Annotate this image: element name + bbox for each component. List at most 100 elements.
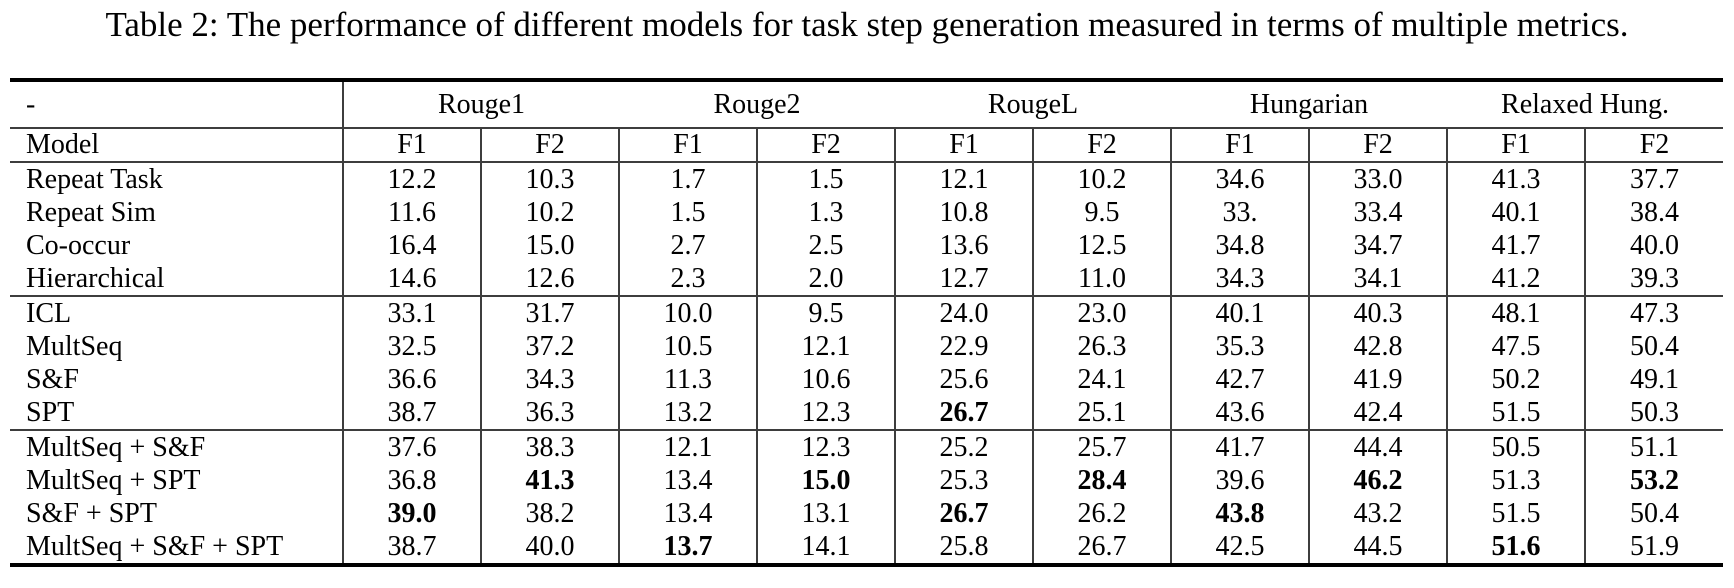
value-cell: 15.0 xyxy=(756,464,895,497)
value-cell: 12.1 xyxy=(618,429,757,464)
value-cell: 33. xyxy=(1170,196,1309,229)
value-cell: 13.6 xyxy=(894,229,1033,262)
value-cell: 39.3 xyxy=(1584,262,1723,296)
table-row: SPT 38.7 36.3 13.2 12.3 26.7 25.1 43.6 42.4 51.5 5… xyxy=(10,396,1723,430)
value-cell: 23.0 xyxy=(1032,295,1171,330)
value-cell: 38.4 xyxy=(1584,196,1723,229)
subheader-row: Model F1 F2 F1 F2 F1 F2 F1 F2 F1 F2 xyxy=(10,128,1723,163)
value-cell: 25.7 xyxy=(1032,429,1171,464)
value-cell: 39.0 xyxy=(342,497,481,530)
value-cell: 9.5 xyxy=(1032,196,1171,229)
value-cell: 35.3 xyxy=(1170,330,1309,363)
value-cell: 26.7 xyxy=(894,497,1033,530)
value-cell: 53.2 xyxy=(1584,464,1723,497)
value-cell: 26.2 xyxy=(1032,497,1171,530)
model-cell: S&F xyxy=(10,363,344,396)
value-cell: 51.1 xyxy=(1584,429,1723,464)
value-cell: 26.7 xyxy=(1032,530,1171,565)
value-cell: 44.4 xyxy=(1308,429,1447,464)
value-cell: 42.4 xyxy=(1308,396,1447,430)
value-cell: 12.3 xyxy=(756,429,895,464)
value-cell: 51.6 xyxy=(1446,530,1585,565)
table-row: MultSeq + S&F 37.6 38.3 12.1 12.3 25.2 25.7 41.… xyxy=(10,429,1723,464)
subheader-cell: F2 xyxy=(1308,128,1447,163)
value-cell: 50.5 xyxy=(1446,429,1585,464)
value-cell: 12.7 xyxy=(894,262,1033,296)
model-cell: MultSeq + S&F xyxy=(10,429,344,464)
value-cell: 26.3 xyxy=(1032,330,1171,363)
value-cell: 37.6 xyxy=(342,429,481,464)
model-cell: ICL xyxy=(10,295,344,330)
value-cell: 41.2 xyxy=(1446,262,1585,296)
table-row: Co-occur 16.4 15.0 2.7 2.5 13.6 12.5 34.8 34.7 41… xyxy=(10,229,1723,262)
value-cell: 51.9 xyxy=(1584,530,1723,565)
value-cell: 47.5 xyxy=(1446,330,1585,363)
value-cell: 50.4 xyxy=(1584,330,1723,363)
value-cell: 34.7 xyxy=(1308,229,1447,262)
table-row: S&F + SPT 39.0 38.2 13.4 13.1 26.7 26.2 43.8 43.… xyxy=(10,497,1723,530)
value-cell: 25.6 xyxy=(894,363,1033,396)
subheader-cell: F2 xyxy=(1584,128,1723,163)
value-cell: 16.4 xyxy=(342,229,481,262)
value-cell: 14.1 xyxy=(756,530,895,565)
corner-cell: - xyxy=(10,80,344,129)
model-cell: SPT xyxy=(10,396,344,430)
value-cell: 50.4 xyxy=(1584,497,1723,530)
value-cell: 1.3 xyxy=(756,196,895,229)
subheader-cell: F2 xyxy=(480,128,619,163)
table-row: S&F 36.6 34.3 11.3 10.6 25.6 24.1 42.7 41.9 50.2 4… xyxy=(10,363,1723,396)
value-cell: 10.2 xyxy=(1032,162,1171,196)
value-cell: 43.2 xyxy=(1308,497,1447,530)
subheader-cell: F1 xyxy=(618,128,757,163)
model-cell: Hierarchical xyxy=(10,262,344,296)
value-cell: 46.2 xyxy=(1308,464,1447,497)
value-cell: 33.1 xyxy=(342,295,481,330)
value-cell: 26.7 xyxy=(894,396,1033,430)
value-cell: 49.1 xyxy=(1584,363,1723,396)
value-cell: 34.3 xyxy=(480,363,619,396)
value-cell: 50.2 xyxy=(1446,363,1585,396)
value-cell: 34.1 xyxy=(1308,262,1447,296)
value-cell: 32.5 xyxy=(342,330,481,363)
value-cell: 36.8 xyxy=(342,464,481,497)
value-cell: 10.6 xyxy=(756,363,895,396)
value-cell: 1.7 xyxy=(618,162,757,196)
model-cell: MultSeq xyxy=(10,330,344,363)
model-column-header: Model xyxy=(10,128,344,163)
subheader-cell: F2 xyxy=(756,128,895,163)
value-cell: 39.6 xyxy=(1170,464,1309,497)
value-cell: 28.4 xyxy=(1032,464,1171,497)
model-cell: MultSeq + S&F + SPT xyxy=(10,530,344,565)
value-cell: 2.0 xyxy=(756,262,895,296)
value-cell: 10.3 xyxy=(480,162,619,196)
value-cell: 38.2 xyxy=(480,497,619,530)
value-cell: 13.7 xyxy=(618,530,757,565)
table-caption: Table 2: The performance of different mo… xyxy=(105,5,1629,44)
table-body: Repeat Task 12.2 10.3 1.7 1.5 12.1 10.2 34.6 33.… xyxy=(10,162,1723,565)
value-cell: 43.6 xyxy=(1170,396,1309,430)
value-cell: 10.5 xyxy=(618,330,757,363)
value-cell: 9.5 xyxy=(756,295,895,330)
value-cell: 41.7 xyxy=(1446,229,1585,262)
value-cell: 38.7 xyxy=(342,530,481,565)
value-cell: 11.6 xyxy=(342,196,481,229)
value-cell: 22.9 xyxy=(894,330,1033,363)
table-row: Repeat Task 12.2 10.3 1.7 1.5 12.1 10.2 34.6 33.… xyxy=(10,162,1723,196)
value-cell: 38.7 xyxy=(342,396,481,430)
value-cell: 41.3 xyxy=(480,464,619,497)
value-cell: 12.2 xyxy=(342,162,481,196)
value-cell: 33.0 xyxy=(1308,162,1447,196)
table-row: ICL 33.1 31.7 10.0 9.5 24.0 23.0 40.1 40.3 48.1 47… xyxy=(10,295,1723,330)
subheader-cell: F1 xyxy=(1170,128,1309,163)
value-cell: 38.3 xyxy=(480,429,619,464)
value-cell: 33.4 xyxy=(1308,196,1447,229)
value-cell: 42.5 xyxy=(1170,530,1309,565)
value-cell: 42.8 xyxy=(1308,330,1447,363)
value-cell: 13.1 xyxy=(756,497,895,530)
subheader-cell: F1 xyxy=(342,128,481,163)
subheader-cell: F2 xyxy=(1032,128,1171,163)
value-cell: 25.2 xyxy=(894,429,1033,464)
value-cell: 1.5 xyxy=(618,196,757,229)
value-cell: 41.7 xyxy=(1170,429,1309,464)
